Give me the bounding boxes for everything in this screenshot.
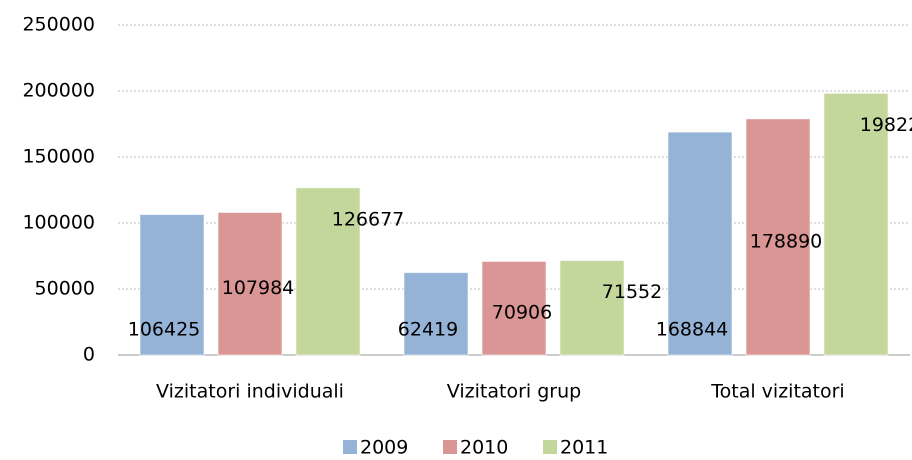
data-label: 168844: [656, 319, 729, 341]
bar: [667, 131, 733, 356]
bar: [295, 187, 361, 356]
legend-swatch: [543, 440, 557, 454]
legend-label: 2010: [460, 437, 508, 459]
y-tick-label: 100000: [22, 212, 95, 234]
y-tick-label: 250000: [22, 14, 95, 36]
bar: [823, 92, 889, 356]
x-tick-label: Total vizitatori: [710, 381, 844, 403]
legend-label: 2011: [560, 437, 608, 459]
y-tick-label: 0: [83, 344, 95, 366]
data-label: 70906: [492, 302, 552, 324]
y-tick-label: 200000: [22, 80, 95, 102]
bar: [217, 211, 283, 356]
bar: [139, 214, 205, 356]
legend-swatch: [343, 440, 357, 454]
y-tick-label: 150000: [22, 146, 95, 168]
y-tick-label: 50000: [35, 278, 95, 300]
data-label: 71552: [602, 281, 662, 303]
data-label: 106425: [128, 319, 201, 341]
data-label: 107984: [222, 277, 295, 299]
bar: [481, 260, 547, 356]
data-label: 126677: [332, 208, 405, 230]
x-tick-label: Vizitatori grup: [447, 381, 581, 403]
legend-swatch: [443, 440, 457, 454]
x-tick-label: Vizitatori individuali: [156, 381, 344, 403]
bar: [403, 272, 469, 356]
legend-label: 2009: [360, 437, 408, 459]
bar: [745, 118, 811, 356]
data-label: 178890: [750, 230, 823, 252]
data-label: 198229: [860, 114, 912, 136]
data-label: 62419: [398, 319, 458, 341]
bar: [559, 260, 625, 356]
